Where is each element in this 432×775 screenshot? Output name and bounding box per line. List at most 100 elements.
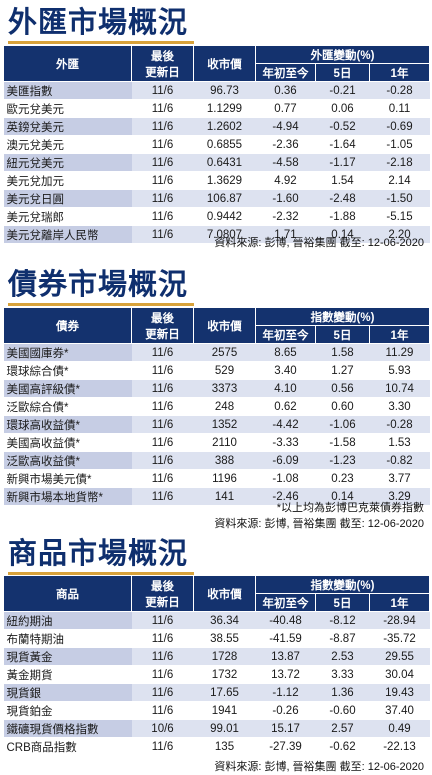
cell-close: 99.01 — [193, 719, 256, 738]
cell-ytd: 4.92 — [255, 171, 316, 190]
cell-date: 11/6 — [131, 135, 194, 154]
cell-close: 1.3629 — [193, 171, 256, 190]
cell-change-5d: -1.17 — [315, 153, 370, 172]
cell-change-5d: -0.52 — [315, 117, 370, 136]
table-row: 英鎊兌美元 11/6 1.2602 -4.94 -0.52 -0.69 — [3, 117, 430, 136]
cell-close: 1732 — [193, 665, 256, 684]
cell-ytd: -4.94 — [255, 117, 316, 136]
cell-change-1y: 2.14 — [369, 171, 430, 190]
cell-close: 248 — [193, 397, 256, 416]
table-row: 現貨鉑金 11/6 1941 -0.26 -0.60 37.40 — [3, 701, 430, 720]
cell-ytd: -41.59 — [255, 629, 316, 648]
cell-change-1y: 19.43 — [369, 683, 430, 702]
commodity-header-change-group: 指數變動(%) — [254, 575, 431, 594]
table-row: 布蘭特期油 11/6 38.55 -41.59 -8.87 -35.72 — [3, 629, 430, 648]
bond-header-date: 最後 更新日 — [131, 307, 194, 344]
fx-header-change-group: 外匯變動(%) — [254, 45, 431, 64]
cell-ytd: 0.62 — [255, 397, 316, 416]
table-row: 現貨黃金 11/6 1728 13.87 2.53 29.55 — [3, 647, 430, 666]
bond-source: 資料來源: 彭博, 晉裕集團 截至: 12-06-2020 — [214, 518, 424, 530]
cell-name: 布蘭特期油 — [3, 629, 132, 648]
fx-header-5d: 5日 — [315, 63, 370, 82]
cell-change-5d: 0.60 — [315, 397, 370, 416]
cell-date: 11/6 — [131, 99, 194, 118]
cell-ytd: 4.10 — [255, 379, 316, 398]
cell-close: 36.34 — [193, 611, 256, 630]
cell-change-5d: 3.33 — [315, 665, 370, 684]
cell-change-1y: -0.28 — [369, 81, 430, 100]
cell-change-5d: -8.87 — [315, 629, 370, 648]
cell-close: 1352 — [193, 415, 256, 434]
fx-header-1y: 1年 — [368, 63, 431, 82]
commodity-section: 商品市場概況 商品 最後 更新日 收市價 指數變動(%) 年初至今 5日 1年 紐… — [0, 531, 432, 775]
cell-date: 11/6 — [131, 737, 194, 755]
cell-date: 11/6 — [131, 487, 194, 505]
cell-ytd: -4.58 — [255, 153, 316, 172]
commodity-source: 資料來源: 彭博, 晉裕集團 截至: 12-06-2020 — [214, 761, 424, 773]
cell-change-1y: -2.18 — [369, 153, 430, 172]
cell-name: 美國國庫券* — [3, 343, 132, 362]
cell-name: 現貨銀 — [3, 683, 132, 702]
cell-change-1y: 37.40 — [369, 701, 430, 720]
table-row: 泛歐高收益債* 11/6 388 -6.09 -1.23 -0.82 — [3, 451, 430, 470]
cell-date: 11/6 — [131, 683, 194, 702]
cell-close: 38.55 — [193, 629, 256, 648]
cell-name: 新興市場本地貨幣* — [3, 487, 132, 505]
cell-close: 141 — [193, 487, 256, 505]
commodity-title: 商品市場概況 — [8, 536, 189, 570]
bond-section: 債券市場概況 債券 最後 更新日 收市價 指數變動(%) 年初至今 5日 1年 美… — [0, 262, 432, 532]
cell-ytd: 1.71 — [255, 225, 316, 243]
cell-change-5d: 1.58 — [315, 343, 370, 362]
cell-change-1y: 0.11 — [369, 99, 430, 118]
cell-close: 17.65 — [193, 683, 256, 702]
cell-ytd: 13.72 — [255, 665, 316, 684]
cell-change-1y: -28.94 — [369, 611, 430, 630]
fx-table-body: 美匯指數 11/6 96.73 0.36 -0.21 -0.28 歐元兌美元 11/6 1.12… — [3, 81, 430, 243]
cell-close: 135 — [193, 737, 256, 755]
cell-change-5d: -1.58 — [315, 433, 370, 452]
fx-source: 資料來源: 彭博, 晉裕集團 截至: 12-06-2020 — [214, 237, 424, 249]
cell-change-1y: 0.49 — [369, 719, 430, 738]
cell-close: 7.0807 — [193, 225, 256, 243]
cell-change-5d: 0.56 — [315, 379, 370, 398]
cell-close: 1.2602 — [193, 117, 256, 136]
fx-header-date-line2: 更新日 — [145, 66, 180, 79]
table-row: 美元兌日圓 11/6 106.87 -1.60 -2.48 -1.50 — [3, 189, 430, 208]
cell-ytd: 13.87 — [255, 647, 316, 666]
cell-name: 黃金期貨 — [3, 665, 132, 684]
cell-date: 11/6 — [131, 153, 194, 172]
cell-name: 泛歐高收益債* — [3, 451, 132, 470]
bond-title: 債券市場概況 — [8, 267, 189, 301]
cell-close: 2110 — [193, 433, 256, 452]
cell-close: 388 — [193, 451, 256, 470]
cell-change-5d: 0.23 — [315, 469, 370, 488]
cell-close: 0.9442 — [193, 207, 256, 226]
cell-date: 11/6 — [131, 611, 194, 630]
cell-change-1y: -0.82 — [369, 451, 430, 470]
cell-name: 新興市場美元債* — [3, 469, 132, 488]
commodity-header-name: 商品 — [3, 575, 132, 612]
cell-change-1y: 3.29 — [369, 487, 430, 505]
table-row: 美國高收益債* 11/6 2110 -3.33 -1.58 1.53 — [3, 433, 430, 452]
cell-ytd: -1.12 — [255, 683, 316, 702]
cell-ytd: 0.36 — [255, 81, 316, 100]
cell-date: 11/6 — [131, 469, 194, 488]
bond-header-date-line2: 更新日 — [145, 328, 180, 341]
cell-change-5d: 1.27 — [315, 361, 370, 380]
bond-header-change-group: 指數變動(%) — [254, 307, 431, 326]
cell-change-5d: -0.62 — [315, 737, 370, 755]
cell-change-1y: -0.28 — [369, 415, 430, 434]
cell-ytd: 15.17 — [255, 719, 316, 738]
bond-table: 債券 最後 更新日 收市價 指數變動(%) 年初至今 5日 1年 美國國庫券* 11… — [3, 307, 431, 505]
commodity-table: 商品 最後 更新日 收市價 指數變動(%) 年初至今 5日 1年 紐約期油 11/6… — [3, 575, 431, 755]
cell-date: 11/6 — [131, 647, 194, 666]
cell-date: 11/6 — [131, 117, 194, 136]
cell-ytd: -40.48 — [255, 611, 316, 630]
cell-change-5d: 0.06 — [315, 99, 370, 118]
cell-change-1y: 3.77 — [369, 469, 430, 488]
bond-header-ytd: 年初至今 — [255, 325, 316, 344]
cell-change-1y: 11.29 — [369, 343, 430, 362]
table-row: 鐵礦現貨價格指數 10/6 99.01 15.17 2.57 0.49 — [3, 719, 430, 738]
cell-name: 泛歐綜合債* — [3, 397, 132, 416]
cell-change-1y: 29.55 — [369, 647, 430, 666]
